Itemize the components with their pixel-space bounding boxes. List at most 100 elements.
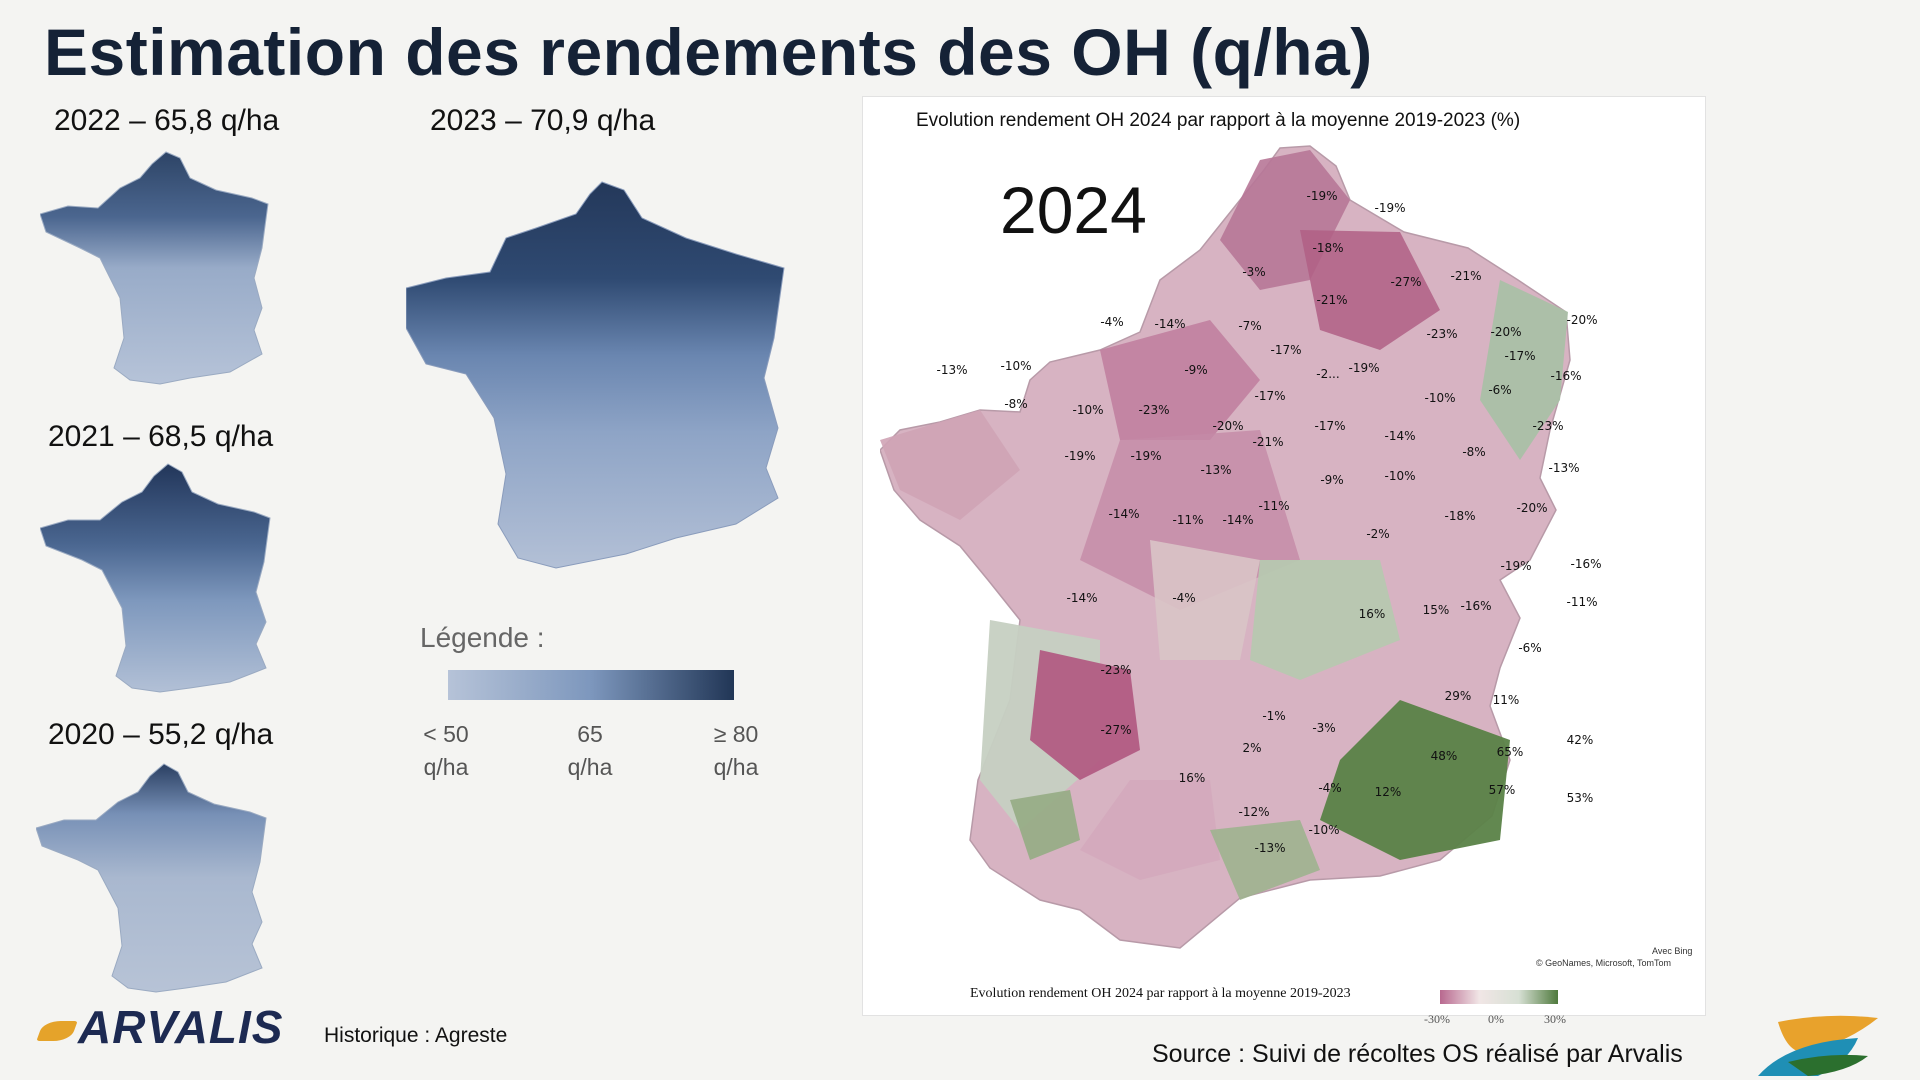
department-value-label: -13% [1200, 463, 1231, 477]
department-value-label: -13% [1548, 461, 1579, 475]
bottom-tick-high: 30% [1544, 1012, 1566, 1026]
source-note: Source : Suivi de récoltes OS réalisé pa… [1152, 1040, 1683, 1068]
department-value-label: -3% [1242, 265, 1265, 279]
department-value-label: -19% [1130, 449, 1161, 463]
department-value-label: -19% [1348, 361, 1379, 375]
department-value-label: -11% [1566, 595, 1597, 609]
department-value-label: 16% [1179, 771, 1206, 785]
department-value-label: -9% [1184, 363, 1207, 377]
map-2022 [40, 151, 269, 385]
department-value-label: -7% [1238, 319, 1261, 333]
map-2023-label: 2023 – 70,9 q/ha [430, 104, 656, 137]
region-centre-north [1100, 320, 1260, 440]
bottom-tick-low: -30% [1424, 1012, 1450, 1026]
region-herault [1210, 820, 1320, 900]
department-value-label: -20% [1490, 325, 1521, 339]
department-value-label: -6% [1518, 641, 1541, 655]
department-value-label: 15% [1423, 603, 1450, 617]
region-gers [1010, 790, 1080, 860]
department-value-label: -27% [1100, 723, 1131, 737]
department-value-label: -21% [1252, 435, 1283, 449]
department-value-label: 11% [1493, 693, 1520, 707]
map-2023 [406, 181, 785, 569]
history-note: Historique : Agreste [324, 1024, 508, 1047]
department-value-label: -4% [1318, 781, 1341, 795]
department-value-label: -16% [1460, 599, 1491, 613]
department-value-label: -10% [1000, 359, 1031, 373]
legend-title: Légende : [420, 622, 545, 653]
department-value-label: -16% [1570, 557, 1601, 571]
legend-tick-high-unit: q/ha [713, 754, 759, 780]
department-value-label: -19% [1306, 189, 1337, 203]
department-value-label: -19% [1374, 201, 1405, 215]
department-value-label: -14% [1066, 591, 1097, 605]
legend-tick-low: < 50 q/ha [406, 718, 486, 784]
arvalis-logo: ARVALIS [36, 1000, 284, 1054]
department-value-label: -23% [1532, 419, 1563, 433]
department-value-label: -8% [1462, 445, 1485, 459]
department-value-label: -10% [1424, 391, 1455, 405]
department-value-label: 12% [1375, 785, 1402, 799]
department-value-label: -4% [1172, 591, 1195, 605]
map-2021 [40, 463, 271, 693]
department-value-label: -21% [1316, 293, 1347, 307]
region-provence [1320, 700, 1510, 860]
department-value-label: -10% [1072, 403, 1103, 417]
legend-tick-mid-unit: q/ha [567, 754, 613, 780]
department-value-label: 29% [1445, 689, 1472, 703]
map-2022-label: 2022 – 65,8 q/ha [54, 104, 280, 137]
map-2020-label: 2020 – 55,2 q/ha [48, 718, 274, 751]
department-value-label: -27% [1390, 275, 1421, 289]
legend-gradient [448, 670, 734, 700]
department-value-label: -21% [1450, 269, 1481, 283]
panel-title: Evolution rendement OH 2024 par rapport … [916, 110, 1521, 131]
department-value-label: -17% [1254, 389, 1285, 403]
department-value-label: -20% [1516, 501, 1547, 515]
region-north-east [1300, 230, 1440, 350]
department-value-label: -13% [936, 363, 967, 377]
department-value-label: 53% [1567, 791, 1594, 805]
department-value-label: -14% [1222, 513, 1253, 527]
department-value-label: -19% [1064, 449, 1095, 463]
department-value-label: -20% [1566, 313, 1597, 327]
department-value-label: -8% [1004, 397, 1027, 411]
department-value-label: -17% [1314, 419, 1345, 433]
department-value-label: -1% [1262, 709, 1285, 723]
department-value-label: -23% [1426, 327, 1457, 341]
department-value-label: -19% [1500, 559, 1531, 573]
department-labels: -19% -19% -18% -3% -21% -27% -21% -4% -14% -7% -17… [936, 189, 1601, 855]
department-value-label: -3% [1312, 721, 1335, 735]
corner-logo-icon [1758, 1015, 1878, 1076]
legend-tick-high: ≥ 80 q/ha [696, 718, 776, 784]
department-value-label: -17% [1270, 343, 1301, 357]
department-value-label: -18% [1444, 509, 1475, 523]
region-dordogne [1030, 650, 1140, 780]
region-auvergne [1250, 560, 1400, 680]
department-value-label: -10% [1308, 823, 1339, 837]
department-value-label: -13% [1254, 841, 1285, 855]
map-2024: -19% -19% -18% -3% -21% -27% -21% -4% -14% -7% -17… [880, 145, 1602, 949]
region-limousin [1150, 540, 1260, 660]
department-value-label: -14% [1108, 507, 1139, 521]
department-value-label: 42% [1567, 733, 1594, 747]
department-value-label: -23% [1138, 403, 1169, 417]
department-value-label: 16% [1359, 607, 1386, 621]
department-value-label: -2% [1366, 527, 1389, 541]
logo-swoosh-icon [36, 1020, 78, 1041]
department-value-label: -18% [1312, 241, 1343, 255]
region-alsace [1480, 280, 1568, 460]
bottom-legend-gradient [1440, 990, 1558, 1004]
legend-tick-high-value: ≥ 80 [713, 721, 759, 747]
department-value-label: 2% [1242, 741, 1261, 755]
department-value-label: -11% [1258, 499, 1289, 513]
panel-year: 2024 [1000, 173, 1147, 247]
department-value-label: -14% [1154, 317, 1185, 331]
legend-tick-low-value: < 50 [423, 721, 469, 747]
page-title: Estimation des rendements des OH (q/ha) [44, 15, 1373, 89]
map-credit-providers: © GeoNames, Microsoft, TomTom [1536, 958, 1671, 968]
department-value-label: -20% [1212, 419, 1243, 433]
department-value-label: -10% [1384, 469, 1415, 483]
legend-tick-mid-value: 65 [577, 721, 603, 747]
logo-text: ARVALIS [78, 1001, 284, 1053]
department-value-label: -17% [1504, 349, 1535, 363]
